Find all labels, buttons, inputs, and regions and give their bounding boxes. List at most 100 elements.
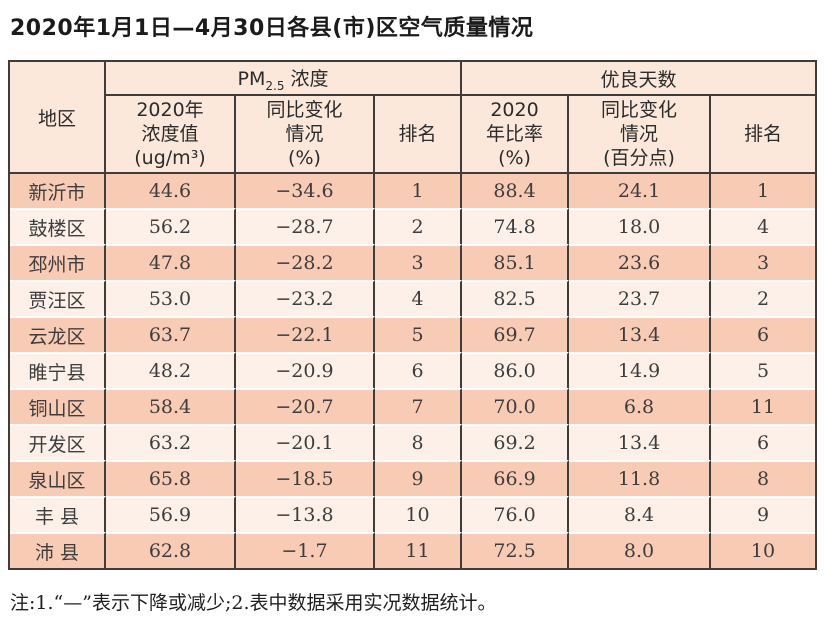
col-header-days-rank: 排名 [711, 96, 815, 174]
col-header-pm-rank: 排名 [375, 96, 463, 174]
cell-days-rank: 6 [711, 316, 815, 352]
pm25-label-subscript: 2.5 [265, 78, 285, 93]
cell-days-rate: 86.0 [462, 352, 570, 388]
table-row: 邳州市 47.8 −28.2 3 85.1 23.6 3 [10, 244, 815, 280]
table-header-sub-row: 2020年 浓度值 (ug/m³) 同比变化 情况 (%) 排名 2020 年比… [10, 96, 815, 174]
cell-pm-value: 47.8 [106, 244, 236, 280]
page-title: 2020年1月1日—4月30日各县(市)区空气质量情况 [10, 16, 534, 41]
air-quality-table-grid: 地区 PM2.5 浓度 优良天数 2020年 浓度值 (ug/m³) 同比变化 情… [10, 62, 815, 568]
cell-pm-rank: 7 [375, 388, 463, 424]
cell-pm-rank: 8 [375, 424, 463, 460]
cell-days-rank: 1 [711, 174, 815, 208]
table-body: 新沂市 44.6 −34.6 1 88.4 24.1 1 鼓楼区 56.2 −2… [10, 174, 815, 568]
cell-days-rank: 10 [711, 532, 815, 568]
cell-pm-change: −13.8 [236, 496, 375, 532]
cell-pm-rank: 1 [375, 174, 463, 208]
cell-pm-change: −20.9 [236, 352, 375, 388]
pm25-label-prefix: PM [237, 67, 266, 90]
cell-days-rate: 72.5 [462, 532, 570, 568]
cell-pm-value: 56.2 [106, 208, 236, 244]
cell-region: 邳州市 [10, 244, 106, 280]
cell-days-change: 23.7 [569, 280, 712, 316]
cell-pm-change: −23.2 [236, 280, 375, 316]
cell-pm-value: 63.2 [106, 424, 236, 460]
col-group-good-days: 优良天数 [462, 62, 815, 96]
cell-days-rate: 70.0 [462, 388, 570, 424]
cell-pm-change: −28.7 [236, 208, 375, 244]
cell-pm-change: −34.6 [236, 174, 375, 208]
cell-pm-change: −22.1 [236, 316, 375, 352]
cell-days-rank: 2 [711, 280, 815, 316]
cell-days-rank: 4 [711, 208, 815, 244]
table-row: 泉山区 65.8 −18.5 9 66.9 11.8 8 [10, 460, 815, 496]
cell-pm-change: −20.7 [236, 388, 375, 424]
col-header-days-change: 同比变化 情况 (百分点) [569, 96, 712, 174]
cell-days-change: 23.6 [569, 244, 712, 280]
cell-pm-rank: 10 [375, 496, 463, 532]
col-header-pm-change: 同比变化 情况 (%) [236, 96, 375, 174]
cell-days-rank: 6 [711, 424, 815, 460]
cell-days-rank: 8 [711, 460, 815, 496]
cell-pm-change: −28.2 [236, 244, 375, 280]
col-header-pm-value: 2020年 浓度值 (ug/m³) [106, 96, 236, 174]
cell-pm-value: 56.9 [106, 496, 236, 532]
cell-region: 沛 县 [10, 532, 106, 568]
cell-region: 新沂市 [10, 174, 106, 208]
article-page: 2020年1月1日—4月30日各县(市)区空气质量情况 地区 PM2.5 浓度 优… [0, 10, 825, 620]
cell-days-change: 18.0 [569, 208, 712, 244]
table-row: 开发区 63.2 −20.1 8 69.2 13.4 6 [10, 424, 815, 460]
table-header-group-row: 地区 PM2.5 浓度 优良天数 [10, 62, 815, 174]
table-row: 贾汪区 53.0 −23.2 4 82.5 23.7 2 [10, 280, 815, 316]
cell-pm-change: −18.5 [236, 460, 375, 496]
cell-days-rate: 88.4 [462, 174, 570, 208]
cell-days-change: 13.4 [569, 316, 712, 352]
footnote: 注:1.“—”表示下降或减少;2.表中数据采用实况数据统计。 [10, 592, 497, 614]
col-header-days-rate: 2020 年比率 (%) [462, 96, 570, 174]
cell-days-change: 11.8 [569, 460, 712, 496]
table-row: 鼓楼区 56.2 −28.7 2 74.8 18.0 4 [10, 208, 815, 244]
cell-days-rate: 69.2 [462, 424, 570, 460]
cell-region: 铜山区 [10, 388, 106, 424]
cell-days-rate: 69.7 [462, 316, 570, 352]
cell-pm-rank: 4 [375, 280, 463, 316]
cell-pm-change: −1.7 [236, 532, 375, 568]
cell-days-rate: 85.1 [462, 244, 570, 280]
cell-days-change: 24.1 [569, 174, 712, 208]
table-row: 云龙区 63.7 −22.1 5 69.7 13.4 6 [10, 316, 815, 352]
cell-region: 丰 县 [10, 496, 106, 532]
cell-days-rate: 76.0 [462, 496, 570, 532]
cell-pm-rank: 9 [375, 460, 463, 496]
cell-region: 鼓楼区 [10, 208, 106, 244]
cell-days-rank: 9 [711, 496, 815, 532]
cell-pm-value: 48.2 [106, 352, 236, 388]
table-row: 睢宁县 48.2 −20.9 6 86.0 14.9 5 [10, 352, 815, 388]
cell-pm-change: −20.1 [236, 424, 375, 460]
cell-days-change: 8.0 [569, 532, 712, 568]
cell-region: 睢宁县 [10, 352, 106, 388]
cell-pm-rank: 6 [375, 352, 463, 388]
cell-pm-value: 58.4 [106, 388, 236, 424]
cell-pm-rank: 11 [375, 532, 463, 568]
cell-region: 云龙区 [10, 316, 106, 352]
cell-days-rank: 11 [711, 388, 815, 424]
cell-days-rank: 3 [711, 244, 815, 280]
cell-pm-value: 63.7 [106, 316, 236, 352]
cell-region: 泉山区 [10, 460, 106, 496]
cell-pm-rank: 5 [375, 316, 463, 352]
air-quality-table: 地区 PM2.5 浓度 优良天数 2020年 浓度值 (ug/m³) 同比变化 情… [8, 60, 817, 570]
cell-pm-value: 44.6 [106, 174, 236, 208]
cell-pm-value: 53.0 [106, 280, 236, 316]
col-header-region: 地区 [10, 62, 106, 174]
table-row: 沛 县 62.8 −1.7 11 72.5 8.0 10 [10, 532, 815, 568]
cell-days-change: 13.4 [569, 424, 712, 460]
table-row: 铜山区 58.4 −20.7 7 70.0 6.8 11 [10, 388, 815, 424]
table-header: 地区 PM2.5 浓度 优良天数 2020年 浓度值 (ug/m³) 同比变化 情… [10, 62, 815, 174]
cell-days-rate: 66.9 [462, 460, 570, 496]
cell-days-rank: 5 [711, 352, 815, 388]
cell-region: 贾汪区 [10, 280, 106, 316]
cell-days-change: 6.8 [569, 388, 712, 424]
cell-days-change: 8.4 [569, 496, 712, 532]
cell-pm-rank: 2 [375, 208, 463, 244]
cell-pm-rank: 3 [375, 244, 463, 280]
table-row: 丰 县 56.9 −13.8 10 76.0 8.4 9 [10, 496, 815, 532]
